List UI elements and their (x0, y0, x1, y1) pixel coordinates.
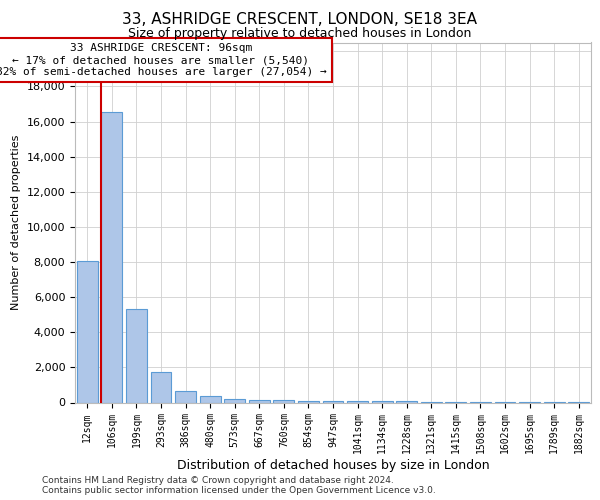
Bar (101, 112, 122, 403)
Bar (347, 401, 368, 402)
Bar (323, 401, 343, 402)
Bar (126, 310, 147, 402)
Text: 33, ASHRIDGE CRESCENT, LONDON, SE18 3EA: 33, ASHRIDGE CRESCENT, LONDON, SE18 3EA (122, 12, 478, 28)
Text: 33 ASHRIDGE CRESCENT: 96sqm
← 17% of detached houses are smaller (5,540)
82% of : 33 ASHRIDGE CRESCENT: 96sqm ← 17% of det… (0, 44, 326, 76)
Bar (175, 391, 196, 402)
Bar (298, 400, 319, 402)
Text: Contains HM Land Registry data © Crown copyright and database right 2024.
Contai: Contains HM Land Registry data © Crown c… (42, 476, 436, 495)
Bar (274, 400, 295, 402)
Bar (249, 400, 270, 402)
Bar (151, 372, 172, 402)
Bar (224, 398, 245, 402)
Y-axis label: Number of detached properties: Number of detached properties (11, 135, 21, 310)
X-axis label: Distribution of detached houses by size in London: Distribution of detached houses by size … (176, 459, 490, 472)
Bar (77, 261, 98, 402)
Text: Size of property relative to detached houses in London: Size of property relative to detached ho… (128, 28, 472, 40)
Bar (200, 396, 221, 402)
